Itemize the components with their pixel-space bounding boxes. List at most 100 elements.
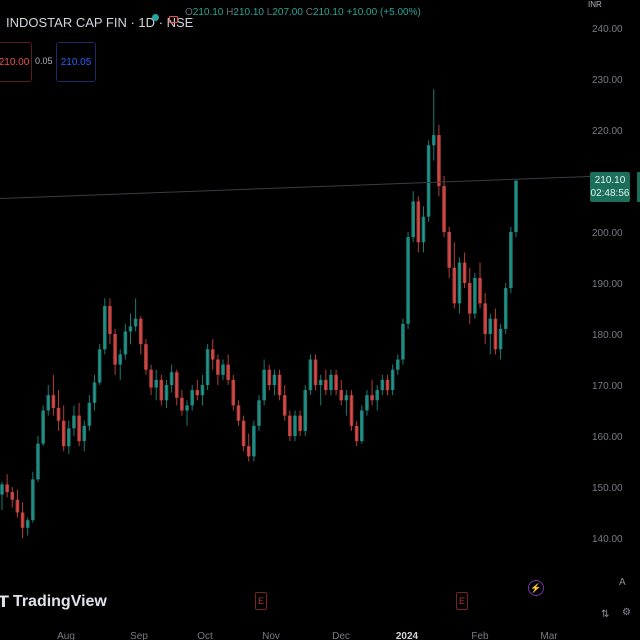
candle (195, 379, 200, 401)
candle (123, 323, 128, 360)
change-value: +10.00 (+5.00%) (346, 7, 421, 18)
candle (15, 489, 20, 518)
candle (159, 374, 164, 406)
candle (457, 257, 462, 314)
high-value: 210.10 (233, 7, 264, 18)
low-value: 207.00 (272, 7, 303, 18)
y-tick-label: 190.00 (592, 279, 623, 290)
candle (180, 390, 184, 416)
currency-label[interactable]: INR (588, 0, 602, 9)
candle (395, 354, 400, 375)
bar-countdown: 02:48:56 (590, 188, 630, 199)
last-price-tag: 210.10 02:48:56 (590, 172, 630, 202)
candle (390, 364, 395, 396)
settings-gear-icon[interactable]: ⚙ (622, 607, 631, 618)
candle (370, 379, 374, 406)
candle (133, 298, 138, 332)
candle (138, 316, 143, 355)
candle (10, 487, 15, 508)
candle (221, 359, 225, 380)
candle (488, 313, 493, 355)
candle (339, 379, 344, 406)
candle (0, 481, 4, 510)
candle (25, 517, 30, 536)
y-tick-label: 150.00 (592, 483, 623, 494)
candle (56, 390, 61, 431)
candle (421, 206, 426, 253)
buy-button[interactable]: 210.05 (56, 42, 96, 82)
candle (185, 400, 189, 426)
log-scale-icon[interactable]: ⇅ (601, 609, 610, 620)
candle (483, 293, 487, 345)
auto-scale-icon[interactable]: A (619, 577, 626, 588)
candle (437, 124, 441, 197)
close-value: 210.10 (312, 7, 344, 18)
sell-button[interactable]: 210.00 (0, 42, 32, 82)
candle (431, 89, 436, 161)
candle (411, 191, 415, 243)
candle (365, 390, 369, 416)
x-tick-label: 2024 (396, 631, 419, 640)
candle (31, 471, 35, 523)
x-tick-label: Nov (262, 631, 280, 640)
candle (447, 226, 451, 278)
candle (349, 390, 354, 431)
candle (308, 354, 313, 396)
candle (354, 420, 359, 447)
candle (303, 385, 308, 436)
candle (46, 385, 51, 416)
y-tick-label: 240.00 (592, 24, 623, 35)
symbol-title[interactable]: INDOSTAR CAP FIN · 1D · NSE (6, 15, 194, 30)
y-tick-label: 200.00 (592, 228, 623, 239)
candle (344, 390, 349, 416)
candle (236, 400, 241, 426)
candle (149, 364, 153, 396)
candle (282, 385, 287, 421)
candle (103, 298, 107, 355)
candle (503, 283, 508, 334)
candle (226, 354, 230, 385)
candle (118, 349, 123, 380)
earnings-event-icon[interactable]: E (255, 592, 267, 610)
candle (20, 502, 25, 538)
candle (293, 410, 297, 442)
earnings-event-icon[interactable]: E (456, 592, 468, 610)
candle (246, 433, 251, 462)
candle (51, 374, 56, 416)
candle (108, 298, 112, 345)
candle (257, 395, 261, 431)
candle (92, 374, 97, 411)
candle (288, 410, 292, 442)
candle (267, 364, 272, 391)
candle (416, 196, 421, 253)
candle (329, 369, 333, 396)
candle (113, 328, 117, 375)
spread-value: 0.05 (35, 56, 53, 66)
last-price-value: 210.10 (594, 175, 626, 186)
market-open-icon (152, 14, 159, 21)
candle (164, 379, 169, 408)
candle (380, 374, 385, 396)
y-tick-label: 180.00 (592, 330, 623, 341)
candle (190, 385, 194, 411)
y-tick-label: 160.00 (592, 432, 623, 443)
candle (169, 364, 174, 393)
candle (360, 405, 364, 444)
candle (313, 354, 318, 391)
candle (426, 140, 431, 222)
candle (462, 252, 467, 289)
candle (514, 180, 518, 238)
candle (473, 272, 477, 319)
candle (154, 369, 158, 401)
x-tick-label: Aug (57, 631, 75, 640)
candle (298, 410, 302, 436)
open-value: 210.10 (192, 7, 224, 18)
candle (144, 339, 148, 375)
flash-event-icon[interactable]: ⚡ (528, 580, 544, 596)
candle (272, 369, 277, 396)
x-tick-label: Mar (540, 631, 558, 640)
ohlc-values: O210.10 H210.10 L207.00 C210.10 +10.00 (… (185, 7, 421, 18)
tradingview-logo[interactable]: 𝗧 TradingView (0, 592, 107, 612)
candle (478, 262, 482, 309)
